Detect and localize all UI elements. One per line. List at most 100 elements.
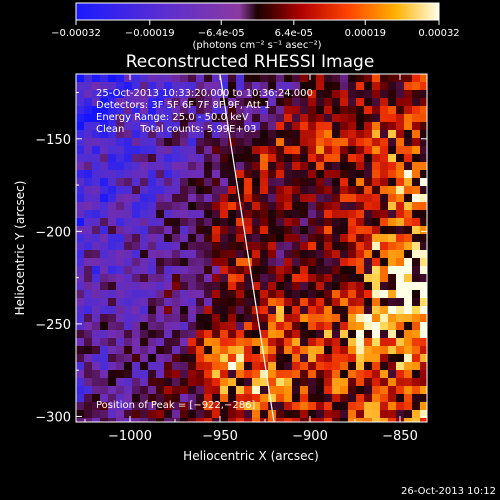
heatmap-cell: [140, 154, 149, 163]
heatmap-cell: [332, 250, 341, 259]
heatmap-cell: [124, 74, 133, 83]
heatmap-cell: [188, 338, 197, 347]
heatmap-cell: [412, 346, 421, 355]
heatmap-cell: [372, 394, 381, 403]
heatmap-cell: [268, 306, 277, 315]
heatmap-cell: [276, 210, 285, 219]
heatmap-cell: [268, 234, 277, 243]
heatmap-cell: [196, 242, 205, 251]
heatmap-cell: [276, 98, 285, 107]
heatmap-cell: [268, 250, 277, 259]
heatmap-cell: [228, 378, 237, 387]
heatmap-cell: [356, 82, 365, 91]
heatmap-cell: [164, 170, 173, 179]
heatmap-cell: [116, 386, 125, 395]
heatmap-cell: [348, 290, 357, 299]
heatmap-cell: [164, 402, 173, 411]
heatmap-cell: [84, 282, 93, 291]
heatmap-cell: [356, 90, 365, 99]
heatmap-cell: [404, 354, 413, 363]
heatmap-cell: [188, 170, 197, 179]
heatmap-cell: [340, 330, 349, 339]
heatmap-cell: [76, 106, 85, 115]
heatmap-cell: [388, 418, 397, 422]
heatmap-cell: [340, 362, 349, 371]
heatmap-cell: [308, 298, 317, 307]
heatmap-cell: [92, 130, 101, 139]
heatmap-cell: [268, 210, 277, 219]
heatmap-cell: [204, 82, 213, 91]
heatmap-cell: [412, 210, 421, 219]
heatmap-cell: [372, 362, 381, 371]
heatmap-cell: [268, 178, 277, 187]
heatmap-cell: [212, 74, 221, 83]
heatmap-cell: [132, 346, 141, 355]
heatmap-cell: [108, 402, 117, 411]
heatmap-cell: [332, 290, 341, 299]
heatmap-cell: [388, 306, 397, 315]
heatmap-cell: [140, 298, 149, 307]
heatmap-cell: [388, 162, 397, 171]
heatmap-cell: [100, 394, 109, 403]
heatmap-cell: [396, 90, 405, 99]
heatmap-cell: [164, 410, 173, 419]
heatmap-cell: [132, 362, 141, 371]
heatmap-cell: [348, 162, 357, 171]
heatmap-cell: [276, 322, 285, 331]
heatmap-cell: [364, 338, 373, 347]
heatmap-cell: [164, 338, 173, 347]
heatmap-cell: [348, 354, 357, 363]
heatmap-cell: [420, 410, 427, 419]
heatmap-cell: [412, 258, 421, 267]
heatmap-cell: [292, 258, 301, 267]
heatmap-cell: [76, 186, 85, 195]
heatmap-cell: [372, 74, 381, 83]
heatmap-cell: [132, 186, 141, 195]
heatmap-cell: [148, 274, 157, 283]
heatmap-cell: [260, 170, 269, 179]
heatmap-cell: [188, 418, 197, 422]
heatmap-cell: [292, 114, 301, 123]
heatmap-cell: [276, 202, 285, 211]
heatmap-cell: [300, 242, 309, 251]
heatmap-cell: [252, 178, 261, 187]
heatmap-cell: [308, 290, 317, 299]
heatmap-cell: [236, 394, 245, 403]
heatmap-cell: [348, 130, 357, 139]
heatmap-cell: [140, 130, 149, 139]
heatmap-cell: [364, 218, 373, 227]
heatmap-cell: [148, 346, 157, 355]
heatmap-cell: [92, 306, 101, 315]
heatmap-cell: [324, 290, 333, 299]
heatmap-cell: [340, 194, 349, 203]
heatmap-cell: [300, 378, 309, 387]
heatmap-cell: [188, 266, 197, 275]
heatmap-cell: [228, 282, 237, 291]
heatmap-cell: [148, 218, 157, 227]
heatmap-cell: [244, 186, 253, 195]
heatmap-cell: [196, 250, 205, 259]
heatmap-cell: [212, 98, 221, 107]
heatmap-cell: [204, 394, 213, 403]
heatmap-cell: [220, 370, 229, 379]
x-tick-label: −850: [382, 429, 418, 444]
heatmap-cell: [404, 146, 413, 155]
heatmap-cell: [188, 402, 197, 411]
heatmap-cell: [252, 386, 261, 395]
heatmap-cell: [236, 258, 245, 267]
heatmap-cell: [332, 306, 341, 315]
heatmap-cell: [188, 306, 197, 315]
heatmap-cell: [412, 330, 421, 339]
heatmap-cell: [180, 162, 189, 171]
heatmap-cell: [324, 146, 333, 155]
heatmap-cell: [332, 130, 341, 139]
heatmap-cell: [412, 114, 421, 123]
heatmap-cell: [332, 378, 341, 387]
heatmap-cell: [276, 242, 285, 251]
heatmap-cell: [156, 226, 165, 235]
heatmap-cell: [244, 386, 253, 395]
heatmap-cell: [100, 74, 109, 83]
heatmap-cell: [292, 162, 301, 171]
heatmap-cell: [380, 250, 389, 259]
heatmap-cell: [212, 170, 221, 179]
